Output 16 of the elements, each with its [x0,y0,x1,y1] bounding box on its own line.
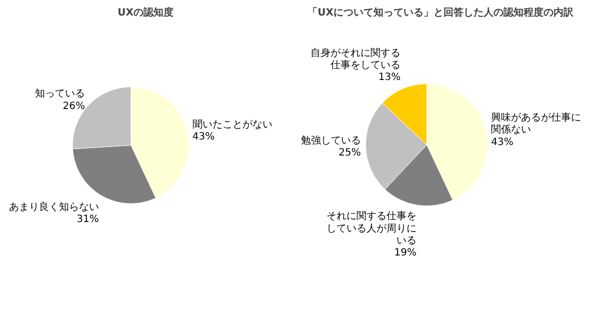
slice-label: 興味があるが仕事に関係ない [491,112,582,136]
slice-label: あまり良く知らない [8,200,99,213]
chart-title: UXの認知度 [118,6,174,18]
data-label: 19% [394,248,416,259]
data-label: 13% [378,72,401,84]
slice-label: 自身がそれに関する仕事をしている [310,46,401,72]
data-label: 31% [76,214,99,225]
slice-label: 知っている [34,88,85,100]
data-label: 43% [192,131,215,142]
slice-label: 聞いたことがない [192,118,272,130]
data-label: 25% [338,147,361,158]
slice-label: 勉強している [300,134,361,146]
slice-label: それに関する仕事をしている人が周りにいる [326,210,416,246]
data-label: 26% [62,100,85,112]
chart-title: 「UXについて知っている」と回答した人の認知程度の内訳 [308,6,574,18]
data-label: 43% [491,136,514,148]
